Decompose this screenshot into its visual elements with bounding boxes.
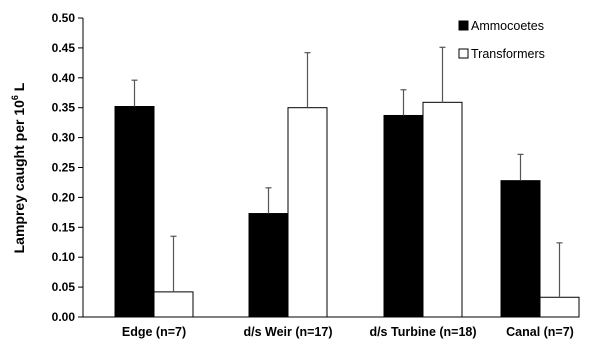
y-tick-label: 0.35 [52, 101, 76, 115]
bar-ammocoetes-0 [114, 106, 155, 318]
x-category-label: Canal (n=7) [506, 325, 574, 339]
error-bars [131, 46, 563, 298]
y-axis-label-unit: L [11, 82, 27, 95]
y-tick-label: 0.30 [52, 131, 76, 145]
axes [82, 18, 574, 318]
bar-ammocoetes-3 [500, 180, 541, 318]
y-tick-label: 0.45 [52, 41, 76, 55]
x-axis-labels: Edge (n=7) d/s Weir (n=17) d/s Turbine (n=… [122, 325, 574, 339]
y-axis-label-superscript: 6 [10, 95, 20, 100]
svg-text:Lamprey caught per 106 L: Lamprey caught per 106 L [10, 82, 27, 253]
legend-swatch-transformers [458, 48, 469, 59]
x-category-label: d/s Turbine (n=18) [369, 325, 476, 339]
x-category-label: d/s Weir (n=17) [243, 325, 332, 339]
y-axis-ticks: 0.00 0.05 0.10 0.15 0.20 0.25 0.30 0.35 0.40 0.45… [52, 11, 83, 324]
y-tick-label: 0.20 [52, 190, 76, 204]
bar-transformers-2 [422, 101, 463, 318]
y-tick-label: 0.15 [52, 220, 76, 234]
bar-ammocoetes-1 [248, 213, 289, 318]
y-tick-label: 0.10 [52, 250, 76, 264]
y-tick-label: 0.05 [52, 280, 76, 294]
bars [114, 101, 580, 318]
bar-transformers-3 [539, 296, 580, 318]
legend-label-transformers: Transformers [471, 47, 545, 61]
bar-ammocoetes-2 [383, 114, 424, 318]
x-category-label: Edge (n=7) [122, 325, 186, 339]
y-tick-label: 0.25 [52, 161, 76, 175]
legend-swatch-ammocoetes [458, 20, 469, 31]
y-axis-label-main: Lamprey caught per 10 [11, 100, 27, 253]
legend-label-ammocoetes: Ammocoetes [471, 19, 544, 33]
bar-transformers-1 [287, 107, 328, 318]
legend: Ammocoetes Transformers [458, 19, 545, 61]
y-tick-label: 0.00 [52, 310, 76, 324]
y-axis-label: Lamprey caught per 106 L [10, 82, 27, 253]
y-tick-label: 0.40 [52, 71, 76, 85]
bar-transformers-0 [153, 291, 194, 318]
y-tick-label: 0.50 [52, 11, 76, 25]
